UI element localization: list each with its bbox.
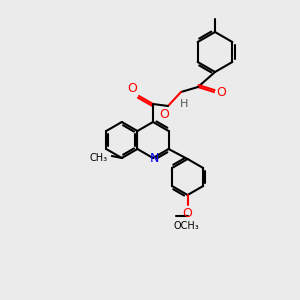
Text: O: O bbox=[127, 82, 137, 95]
Text: O: O bbox=[159, 108, 169, 121]
Text: N: N bbox=[149, 152, 159, 166]
Text: O: O bbox=[216, 85, 226, 98]
Text: OCH₃: OCH₃ bbox=[174, 221, 200, 231]
Text: H: H bbox=[180, 99, 188, 109]
Text: O: O bbox=[183, 207, 193, 220]
Text: CH₃: CH₃ bbox=[90, 153, 108, 163]
